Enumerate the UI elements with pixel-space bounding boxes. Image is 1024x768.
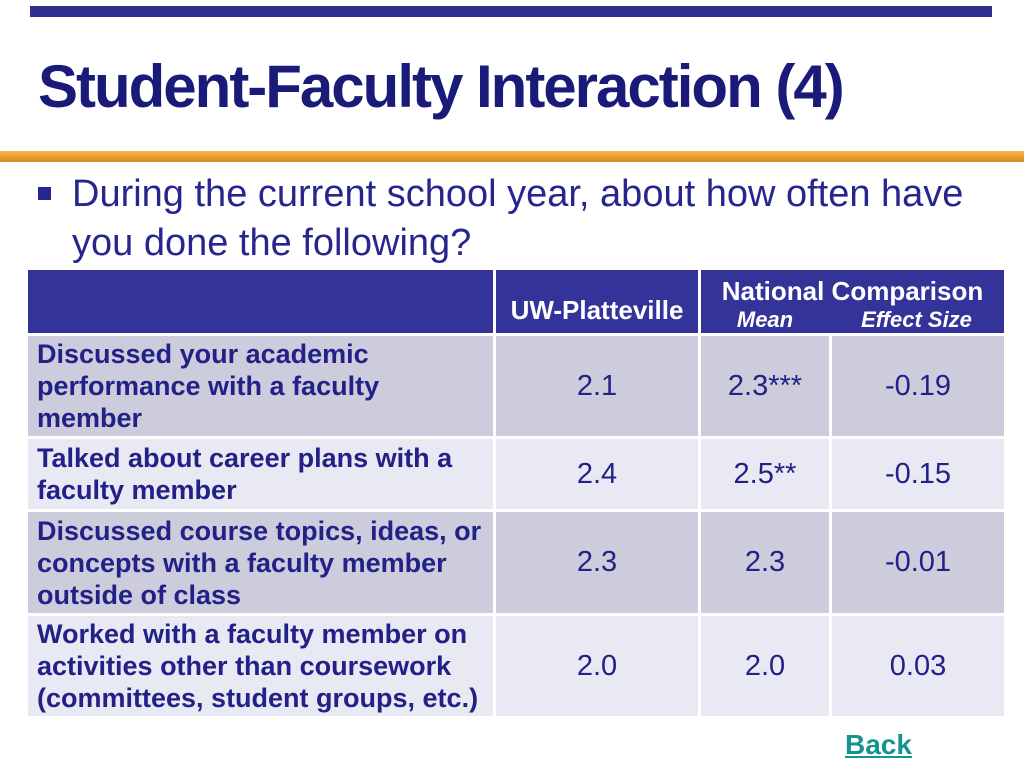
national-comparison-label: National Comparison bbox=[721, 276, 984, 306]
table-row-effect-size-value: -0.01 bbox=[832, 512, 1004, 613]
bullet-square-icon bbox=[38, 187, 51, 200]
back-link[interactable]: Back bbox=[845, 729, 912, 760]
table-row-effect-size-value: 0.03 bbox=[832, 616, 1004, 716]
table-row-mean-value: 2.0 bbox=[701, 616, 829, 716]
title-divider-rule bbox=[0, 151, 1024, 162]
table-row-effect-size-value: -0.19 bbox=[832, 336, 1004, 436]
table-row-uwp-value: 2.0 bbox=[496, 616, 698, 716]
top-accent-bar bbox=[30, 6, 992, 17]
table-row-label: Discussed course topics, ideas, or conce… bbox=[28, 512, 493, 613]
table-row-uwp-value: 2.1 bbox=[496, 336, 698, 436]
page-title: Student-Faculty Interaction (4) bbox=[38, 53, 845, 120]
table-header-uw-platteville: UW-Platteville bbox=[496, 270, 698, 333]
table-row-mean-value: 2.3 bbox=[701, 512, 829, 613]
table-header-empty-cell bbox=[28, 270, 493, 333]
table-row-label: Worked with a faculty member on activiti… bbox=[28, 616, 493, 716]
table-header-national-comparison: National Comparison Mean Effect Size bbox=[701, 270, 1004, 333]
table-row-mean-value: 2.5** bbox=[701, 439, 829, 509]
table-row-mean-value: 2.3*** bbox=[701, 336, 829, 436]
comparison-table: UW-Platteville National Comparison Mean … bbox=[28, 270, 1004, 716]
national-comparison-subheaders: Mean Effect Size bbox=[701, 307, 1004, 333]
bullet-item: During the current school year, about ho… bbox=[38, 170, 998, 268]
table-row-effect-size-value: -0.15 bbox=[832, 439, 1004, 509]
bullet-question-text: During the current school year, about ho… bbox=[72, 173, 964, 264]
table-row-uwp-value: 2.3 bbox=[496, 512, 698, 613]
table-row-label: Discussed your academic performance with… bbox=[28, 336, 493, 436]
table-row-uwp-value: 2.4 bbox=[496, 439, 698, 509]
table-row-label: Talked about career plans with a faculty… bbox=[28, 439, 493, 509]
effect-size-column-label: Effect Size bbox=[861, 307, 972, 332]
mean-column-label: Mean bbox=[736, 307, 794, 332]
